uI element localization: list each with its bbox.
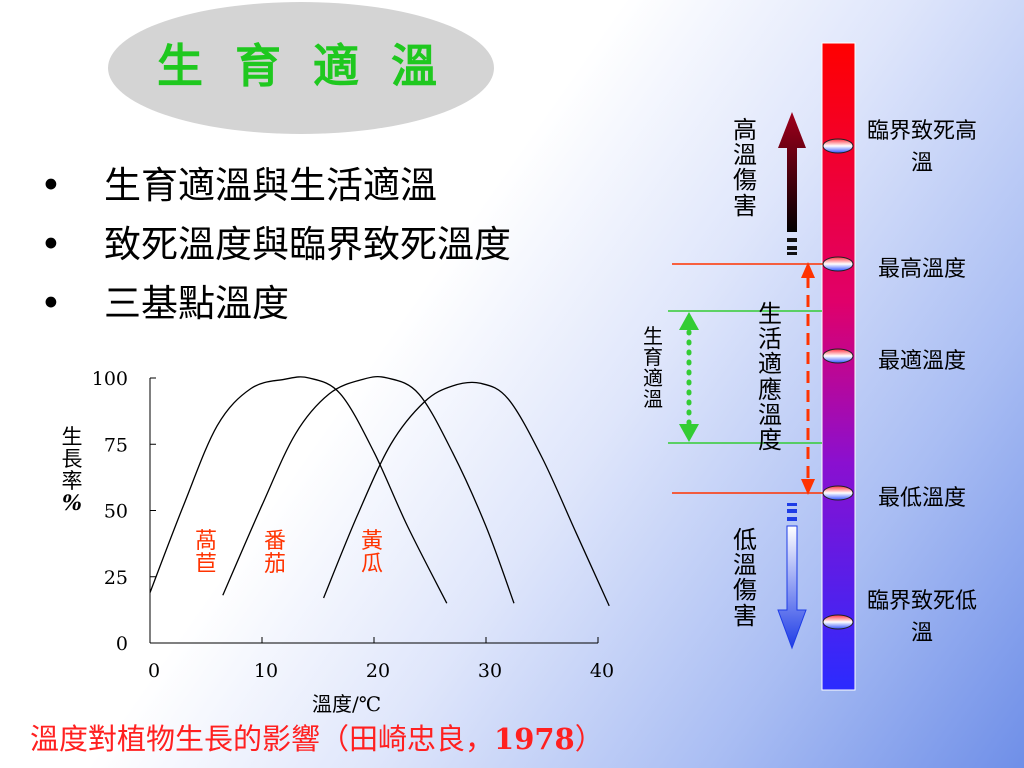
char: 適 bbox=[758, 350, 782, 379]
series-label-tomato: 番茄 bbox=[261, 530, 289, 576]
char: 瓜 bbox=[360, 552, 383, 578]
char: 萵 bbox=[194, 529, 217, 554]
char: 害 bbox=[733, 191, 757, 220]
label-critical-low: 臨界致死低溫 bbox=[866, 589, 977, 646]
bullet-item: • 三基點溫度 bbox=[40, 282, 289, 325]
char: 度 bbox=[758, 425, 782, 454]
growth-optimal-arrow bbox=[679, 312, 699, 442]
temperature-diagram bbox=[668, 42, 856, 691]
bullet-text: 生育適溫與生活適溫 bbox=[104, 164, 437, 207]
series-line-0 bbox=[149, 376, 448, 604]
series-line-2 bbox=[322, 381, 610, 607]
low-damage-label: 低溫傷害 bbox=[731, 526, 759, 630]
caption-year: 1978 bbox=[494, 722, 575, 756]
char: 黃 bbox=[360, 529, 383, 554]
y-tick-label: 0 bbox=[116, 633, 128, 655]
char: 苣 bbox=[194, 552, 217, 578]
marker-critical-high bbox=[822, 138, 854, 154]
char: 率 bbox=[61, 469, 83, 494]
char: 生 bbox=[61, 425, 83, 449]
char: 番 bbox=[263, 529, 286, 554]
chart-ylabel-unit: % bbox=[62, 490, 82, 516]
y-tick-label: 25 bbox=[104, 567, 128, 589]
y-tick-label: 50 bbox=[104, 501, 128, 523]
x-tick-label: 10 bbox=[254, 660, 278, 682]
char: 溫 bbox=[758, 400, 782, 429]
char: 適 bbox=[643, 366, 663, 390]
x-tick-label: 20 bbox=[366, 660, 390, 682]
caption-close: ） bbox=[574, 722, 604, 756]
char: 傷 bbox=[733, 576, 757, 605]
caption-text: 溫度對植物生長的影響（田崎忠良， bbox=[30, 722, 495, 756]
bullet-text: 三基點溫度 bbox=[104, 282, 289, 325]
label-min-temp: 最低溫度 bbox=[877, 486, 966, 511]
char: 育 bbox=[643, 345, 663, 369]
char: 應 bbox=[758, 375, 782, 404]
series-label-cucumber: 黃瓜 bbox=[358, 530, 386, 576]
x-tick-label: 30 bbox=[478, 660, 502, 682]
growth-optimal-label: 生育適溫 bbox=[640, 326, 666, 410]
char: 溫 bbox=[733, 551, 757, 580]
high-damage-arrow bbox=[778, 112, 806, 255]
char: 害 bbox=[733, 601, 757, 630]
char: 低 bbox=[733, 526, 757, 554]
marker-optimal-temp bbox=[822, 348, 854, 364]
char: 生 bbox=[758, 300, 782, 328]
series-label-lettuce: 萵苣 bbox=[192, 530, 220, 576]
char: 高 bbox=[733, 116, 757, 144]
bullet-item: • 致死溫度與臨界致死溫度 bbox=[40, 223, 511, 266]
title-ellipse bbox=[108, 2, 494, 134]
high-damage-label: 高溫傷害 bbox=[731, 116, 759, 220]
chart-xlabel: 溫度/℃ bbox=[312, 692, 382, 716]
x-tick-label: 0 bbox=[148, 660, 160, 682]
label-critical-high: 臨界致死高溫 bbox=[866, 119, 977, 176]
living-range-label: 生活適應溫度 bbox=[756, 300, 784, 454]
y-tick-label: 100 bbox=[92, 368, 128, 390]
chart-ylabel: 生長率 % bbox=[56, 426, 88, 514]
label-optimal-temp: 最適溫度 bbox=[877, 349, 966, 374]
bullet-item: • 生育適溫與生活適溫 bbox=[40, 164, 437, 207]
char: 長 bbox=[61, 447, 83, 472]
marker-critical-low bbox=[822, 614, 854, 630]
low-damage-arrow bbox=[777, 503, 807, 650]
bullet-text: 致死溫度與臨界致死溫度 bbox=[104, 223, 511, 266]
figure-caption: 溫度對植物生長的影響（田崎忠良，1978） bbox=[30, 716, 604, 758]
x-tick-label: 40 bbox=[590, 660, 614, 682]
char: 傷 bbox=[733, 166, 757, 195]
marker-max-temp bbox=[822, 256, 854, 272]
char: 茄 bbox=[263, 552, 286, 578]
char: 溫 bbox=[643, 387, 663, 411]
char: 生 bbox=[643, 324, 663, 348]
series-line-1 bbox=[222, 376, 515, 604]
char: 活 bbox=[758, 325, 782, 354]
slide-title: 生 育 適 溫 bbox=[156, 39, 446, 93]
bullet-list: • 生育適溫與生活適溫 • 致死溫度與臨界致死溫度 • 三基點溫度 bbox=[40, 156, 511, 333]
y-tick-label: 75 bbox=[104, 434, 128, 456]
label-max-temp: 最高溫度 bbox=[877, 257, 966, 282]
marker-min-temp bbox=[822, 485, 854, 501]
living-range-arrow bbox=[801, 262, 815, 495]
growth-chart: 0 25 50 75 100 0 10 20 30 40 bbox=[92, 368, 614, 682]
char: 溫 bbox=[733, 141, 757, 170]
chart-ylabel-main: 生長率 bbox=[56, 426, 88, 492]
